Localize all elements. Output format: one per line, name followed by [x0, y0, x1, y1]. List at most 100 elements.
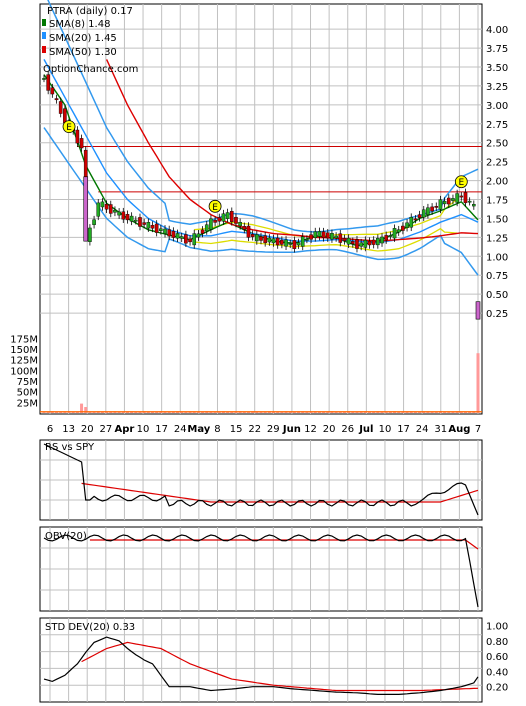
volume-tick-label: 75M	[17, 377, 38, 388]
main-gridlines	[40, 4, 482, 414]
volume-bar	[351, 411, 355, 413]
date-axis: 6 13 20 27 Apr 10 17 24 May 8 15 22 29 Jun 12 20 26 Jul 10…	[47, 424, 481, 435]
date-tick-label: 7	[475, 424, 481, 435]
volume-bar	[167, 412, 171, 413]
volume-bar	[71, 411, 75, 413]
earnings-marker	[62, 120, 76, 134]
price-tick-label: 1.25	[486, 233, 508, 244]
price-tick-label: 1.00	[486, 252, 508, 263]
date-tick-label: Apr	[115, 424, 135, 435]
legend-ticker: PTRA (daily) 0.17	[47, 6, 133, 17]
volume-tick-label: 125M	[10, 356, 38, 367]
price-axis: 4.00 3.75 3.50 3.25 3.00 2.75 2.50 2.25 2.00 1.75…	[486, 25, 508, 320]
candle-body	[438, 199, 443, 210]
candle-body	[113, 209, 117, 213]
candle-body	[413, 218, 418, 221]
price-tick-label: 0.25	[486, 309, 508, 320]
candle-body	[108, 204, 113, 214]
candle-body	[50, 87, 55, 95]
stddev-panel: 1.00 0.80 0.60 0.40 0.20 STD DEV(20) 0.33	[39, 617, 508, 703]
price-tick-label: 0.50	[486, 290, 508, 301]
date-tick-label: 15	[230, 424, 243, 435]
candle-body	[325, 232, 330, 239]
candle-body	[401, 225, 405, 231]
candle-body	[234, 216, 238, 224]
date-tick-label: 10	[137, 424, 150, 435]
candle-body	[459, 195, 464, 198]
candle-body	[371, 239, 376, 245]
candle-body	[346, 237, 351, 245]
sma50-line	[105, 59, 479, 242]
candle-body	[451, 198, 455, 201]
volume-bar	[434, 411, 438, 413]
date-tick-label: 12	[304, 424, 317, 435]
volume-bar	[105, 412, 109, 413]
date-tick-label: 20	[81, 424, 94, 435]
date-tick-label: 29	[267, 424, 280, 435]
candle-body	[171, 230, 176, 238]
volume-bar	[292, 411, 296, 413]
volume-bar	[322, 412, 326, 413]
volume-bar	[476, 353, 480, 413]
volume-bar	[276, 412, 280, 413]
volume-bar	[413, 411, 417, 413]
candle-body	[351, 241, 355, 245]
volume-bar	[134, 411, 138, 413]
price-tick-label: 2.25	[486, 158, 508, 169]
candle-body	[288, 243, 293, 245]
candle-body	[392, 228, 397, 239]
candle-body	[117, 211, 121, 216]
candle-body	[263, 235, 267, 244]
volume-bar	[88, 412, 92, 413]
rs-label: RS vs SPY	[45, 442, 95, 453]
candle-body	[446, 197, 451, 205]
candle-body	[217, 217, 222, 222]
earnings-marker	[208, 199, 222, 213]
legend-swatch-sma8	[42, 19, 46, 26]
candle-body	[184, 234, 188, 244]
candle-body	[384, 235, 388, 241]
lower-inner-band	[194, 227, 458, 252]
volume-bar	[80, 403, 84, 413]
candle-body	[421, 209, 426, 218]
volume-bar	[305, 411, 309, 413]
volume-tick-label: 175M	[10, 334, 38, 345]
candle-body	[442, 200, 447, 205]
legend-sma8: SMA(8) 1.48	[49, 19, 110, 30]
date-tick-label: 26	[341, 424, 354, 435]
date-tick-label: May	[187, 424, 210, 435]
candle-body	[42, 78, 46, 80]
candle-body	[100, 201, 105, 208]
volume-bar	[242, 411, 246, 413]
candle-body	[92, 219, 96, 225]
volume-bar	[309, 411, 313, 413]
volume-bar	[246, 411, 250, 413]
volume-bar	[42, 412, 46, 413]
volume-bar	[138, 411, 142, 413]
price-tick-label: 2.00	[486, 177, 508, 188]
candle-body	[434, 206, 439, 208]
candle-body	[129, 215, 134, 222]
candle-body	[472, 204, 476, 207]
price-tick-label: 1.75	[486, 196, 508, 207]
date-tick-label: 13	[62, 424, 75, 435]
legend-sma20: SMA(20) 1.45	[49, 33, 117, 44]
candle-body	[134, 219, 138, 222]
rs-line	[43, 443, 479, 516]
candle-body	[430, 206, 434, 212]
candle-body	[75, 129, 80, 144]
stddev-line	[43, 636, 479, 696]
candle-body	[96, 202, 101, 217]
volume-bar	[213, 412, 217, 413]
candle-body	[305, 238, 309, 241]
volume-bar	[75, 411, 79, 413]
volume-bar	[430, 411, 434, 413]
candle-body	[179, 236, 184, 239]
date-tick-label: 10	[379, 424, 392, 435]
candle-body	[104, 203, 109, 210]
candle-body	[88, 227, 92, 242]
candle-body	[317, 231, 322, 237]
price-tick-label: 2.75	[486, 120, 508, 131]
date-tick-label: Aug	[448, 424, 470, 435]
last-candle	[475, 301, 481, 320]
